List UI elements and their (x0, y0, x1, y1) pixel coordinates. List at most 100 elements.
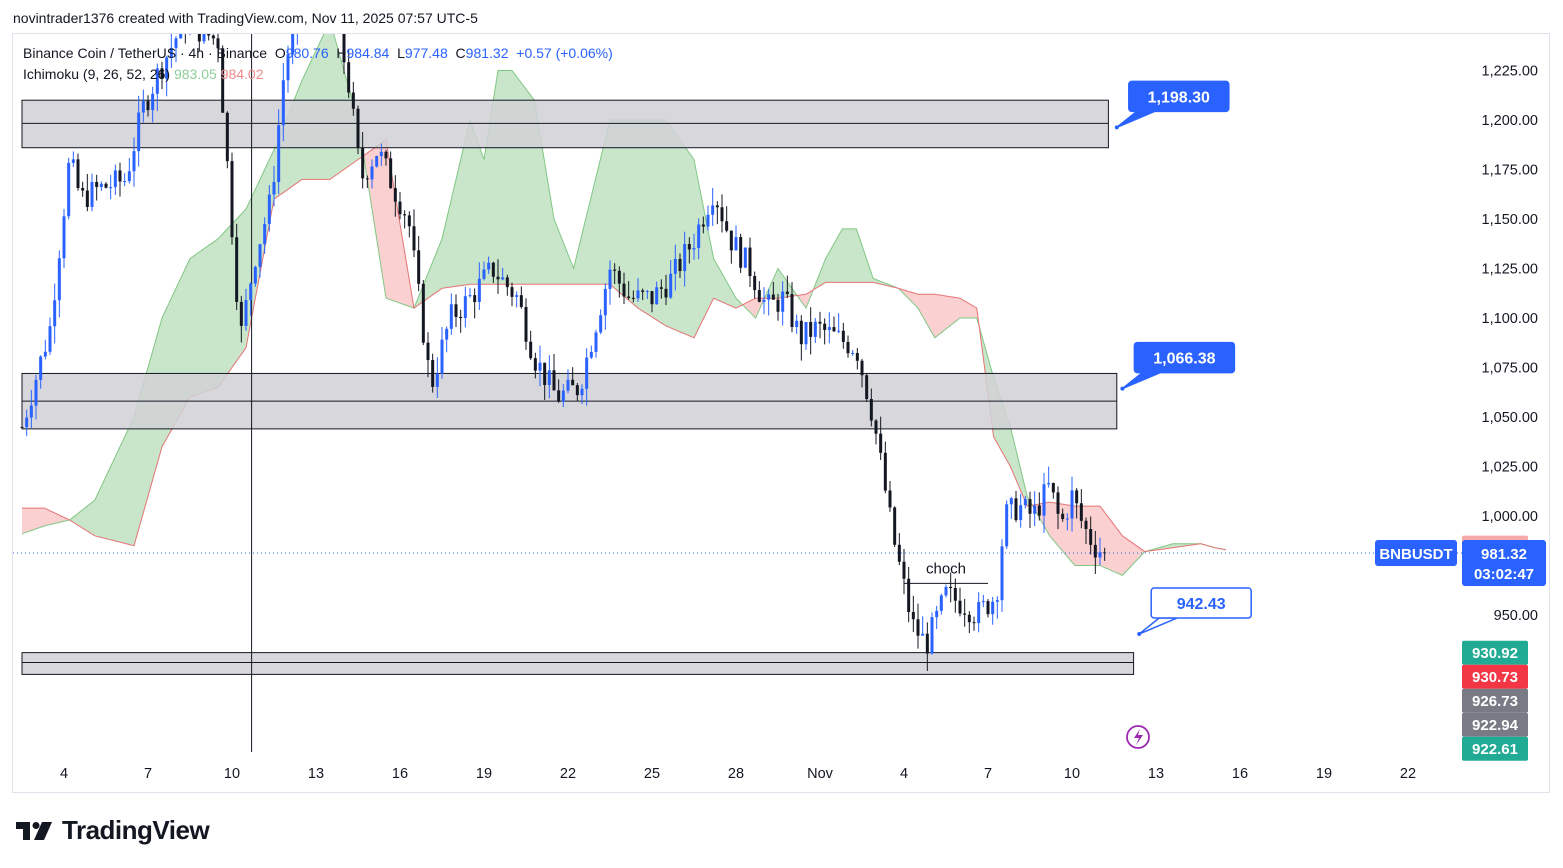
candle (179, 34, 183, 39)
price-callout-2[interactable] (1133, 341, 1236, 374)
price-badge-label: 922.61 (1472, 741, 1518, 758)
upper-zone[interactable] (21, 99, 1109, 149)
candle (977, 601, 981, 624)
candle (43, 351, 47, 357)
legend-indicator[interactable]: Ichimoku (9, 26, 52, 26) 983.05 984.02 (23, 66, 264, 82)
candle (986, 601, 990, 615)
candle (1051, 483, 1055, 493)
candle (1093, 544, 1097, 558)
candle (603, 288, 607, 316)
candle (324, 0, 327, 1)
candle (291, 34, 295, 55)
candle (95, 181, 99, 187)
choch-label: choch (926, 560, 966, 577)
price-badge[interactable] (1462, 688, 1528, 713)
candle (132, 151, 136, 172)
candle (235, 237, 239, 302)
legend-symbol[interactable]: Binance Coin / TetherUS · 4h · Binance (23, 45, 268, 61)
candle (296, 10, 299, 30)
candle (365, 178, 369, 180)
x-tick-label: 10 (224, 766, 240, 782)
legend-o-label: O (274, 45, 286, 61)
candle (81, 187, 85, 191)
candle (1084, 520, 1088, 530)
price-badge[interactable] (1462, 712, 1528, 737)
candle (127, 171, 131, 182)
candle (981, 601, 985, 603)
symbol-tag[interactable] (1375, 539, 1457, 566)
candle (351, 92, 355, 109)
candle (916, 619, 920, 636)
candle (491, 262, 495, 277)
candle (1028, 499, 1032, 514)
x-tick-label: 28 (728, 766, 744, 782)
lower-zone[interactable] (21, 652, 1135, 675)
candle (809, 322, 813, 337)
candle (99, 183, 103, 187)
tradingview-logo-text: TradingView (62, 815, 210, 845)
candle (421, 283, 425, 343)
candle (874, 420, 878, 434)
last-price-badge[interactable] (1462, 539, 1546, 586)
candle (519, 295, 523, 307)
candle (865, 375, 869, 400)
candle (379, 151, 383, 157)
legend-low-value: 977.48 (404, 45, 448, 61)
legend-ohlc: Binance Coin / TetherUS · 4h · Binance O… (23, 45, 613, 61)
candle (477, 278, 481, 302)
candle (944, 586, 948, 596)
tradingview-logo[interactable]: TradingView (16, 815, 210, 846)
candle (207, 34, 211, 36)
candle (711, 205, 715, 215)
candle (543, 362, 547, 385)
candle (496, 276, 500, 280)
candle (113, 170, 117, 188)
candle (939, 595, 943, 611)
price-badge[interactable] (1462, 664, 1528, 689)
candle (384, 151, 388, 159)
price-callout-1[interactable] (1128, 80, 1230, 113)
candle (669, 273, 673, 298)
price-badge[interactable] (1462, 736, 1528, 761)
lightning-icon[interactable] (1126, 725, 1150, 749)
candle (524, 306, 528, 342)
x-tick-label: 7 (984, 766, 992, 782)
candle (403, 214, 407, 216)
callout-pointer (1116, 110, 1156, 129)
candle (230, 161, 234, 238)
candle (813, 321, 817, 337)
candle (930, 617, 934, 654)
legend-indicator-name[interactable]: Ichimoku (9, 26, 52, 26) (23, 66, 171, 82)
candle (697, 224, 701, 248)
candle (753, 276, 757, 291)
candle (958, 600, 962, 614)
ichimoku-cloud-bearish (22, 508, 70, 534)
ichimoku-cloud-bearish (363, 139, 414, 309)
price-callout-label: 942.43 (1177, 596, 1226, 613)
price-callout-3[interactable] (1150, 587, 1252, 619)
candle (118, 170, 122, 182)
candle (785, 291, 789, 295)
candle (963, 613, 967, 615)
candle (39, 356, 43, 380)
candle (221, 48, 225, 113)
candle (253, 266, 257, 284)
candle (907, 578, 911, 612)
y-tick-label: 1,175.00 (1482, 163, 1538, 179)
x-tick-label: 10 (1064, 766, 1080, 782)
price-badge[interactable] (1462, 640, 1528, 665)
candle (533, 358, 537, 371)
candle (53, 300, 57, 327)
candle (305, 0, 308, 11)
candle (62, 216, 66, 259)
y-tick-label: 1,225.00 (1482, 64, 1538, 80)
candle (790, 294, 794, 327)
candle (361, 147, 365, 179)
candle (729, 230, 733, 251)
candle (216, 38, 220, 49)
candle (370, 166, 374, 180)
candle (631, 297, 635, 299)
y-tick-label: 1,100.00 (1482, 311, 1538, 327)
candle (883, 452, 887, 491)
